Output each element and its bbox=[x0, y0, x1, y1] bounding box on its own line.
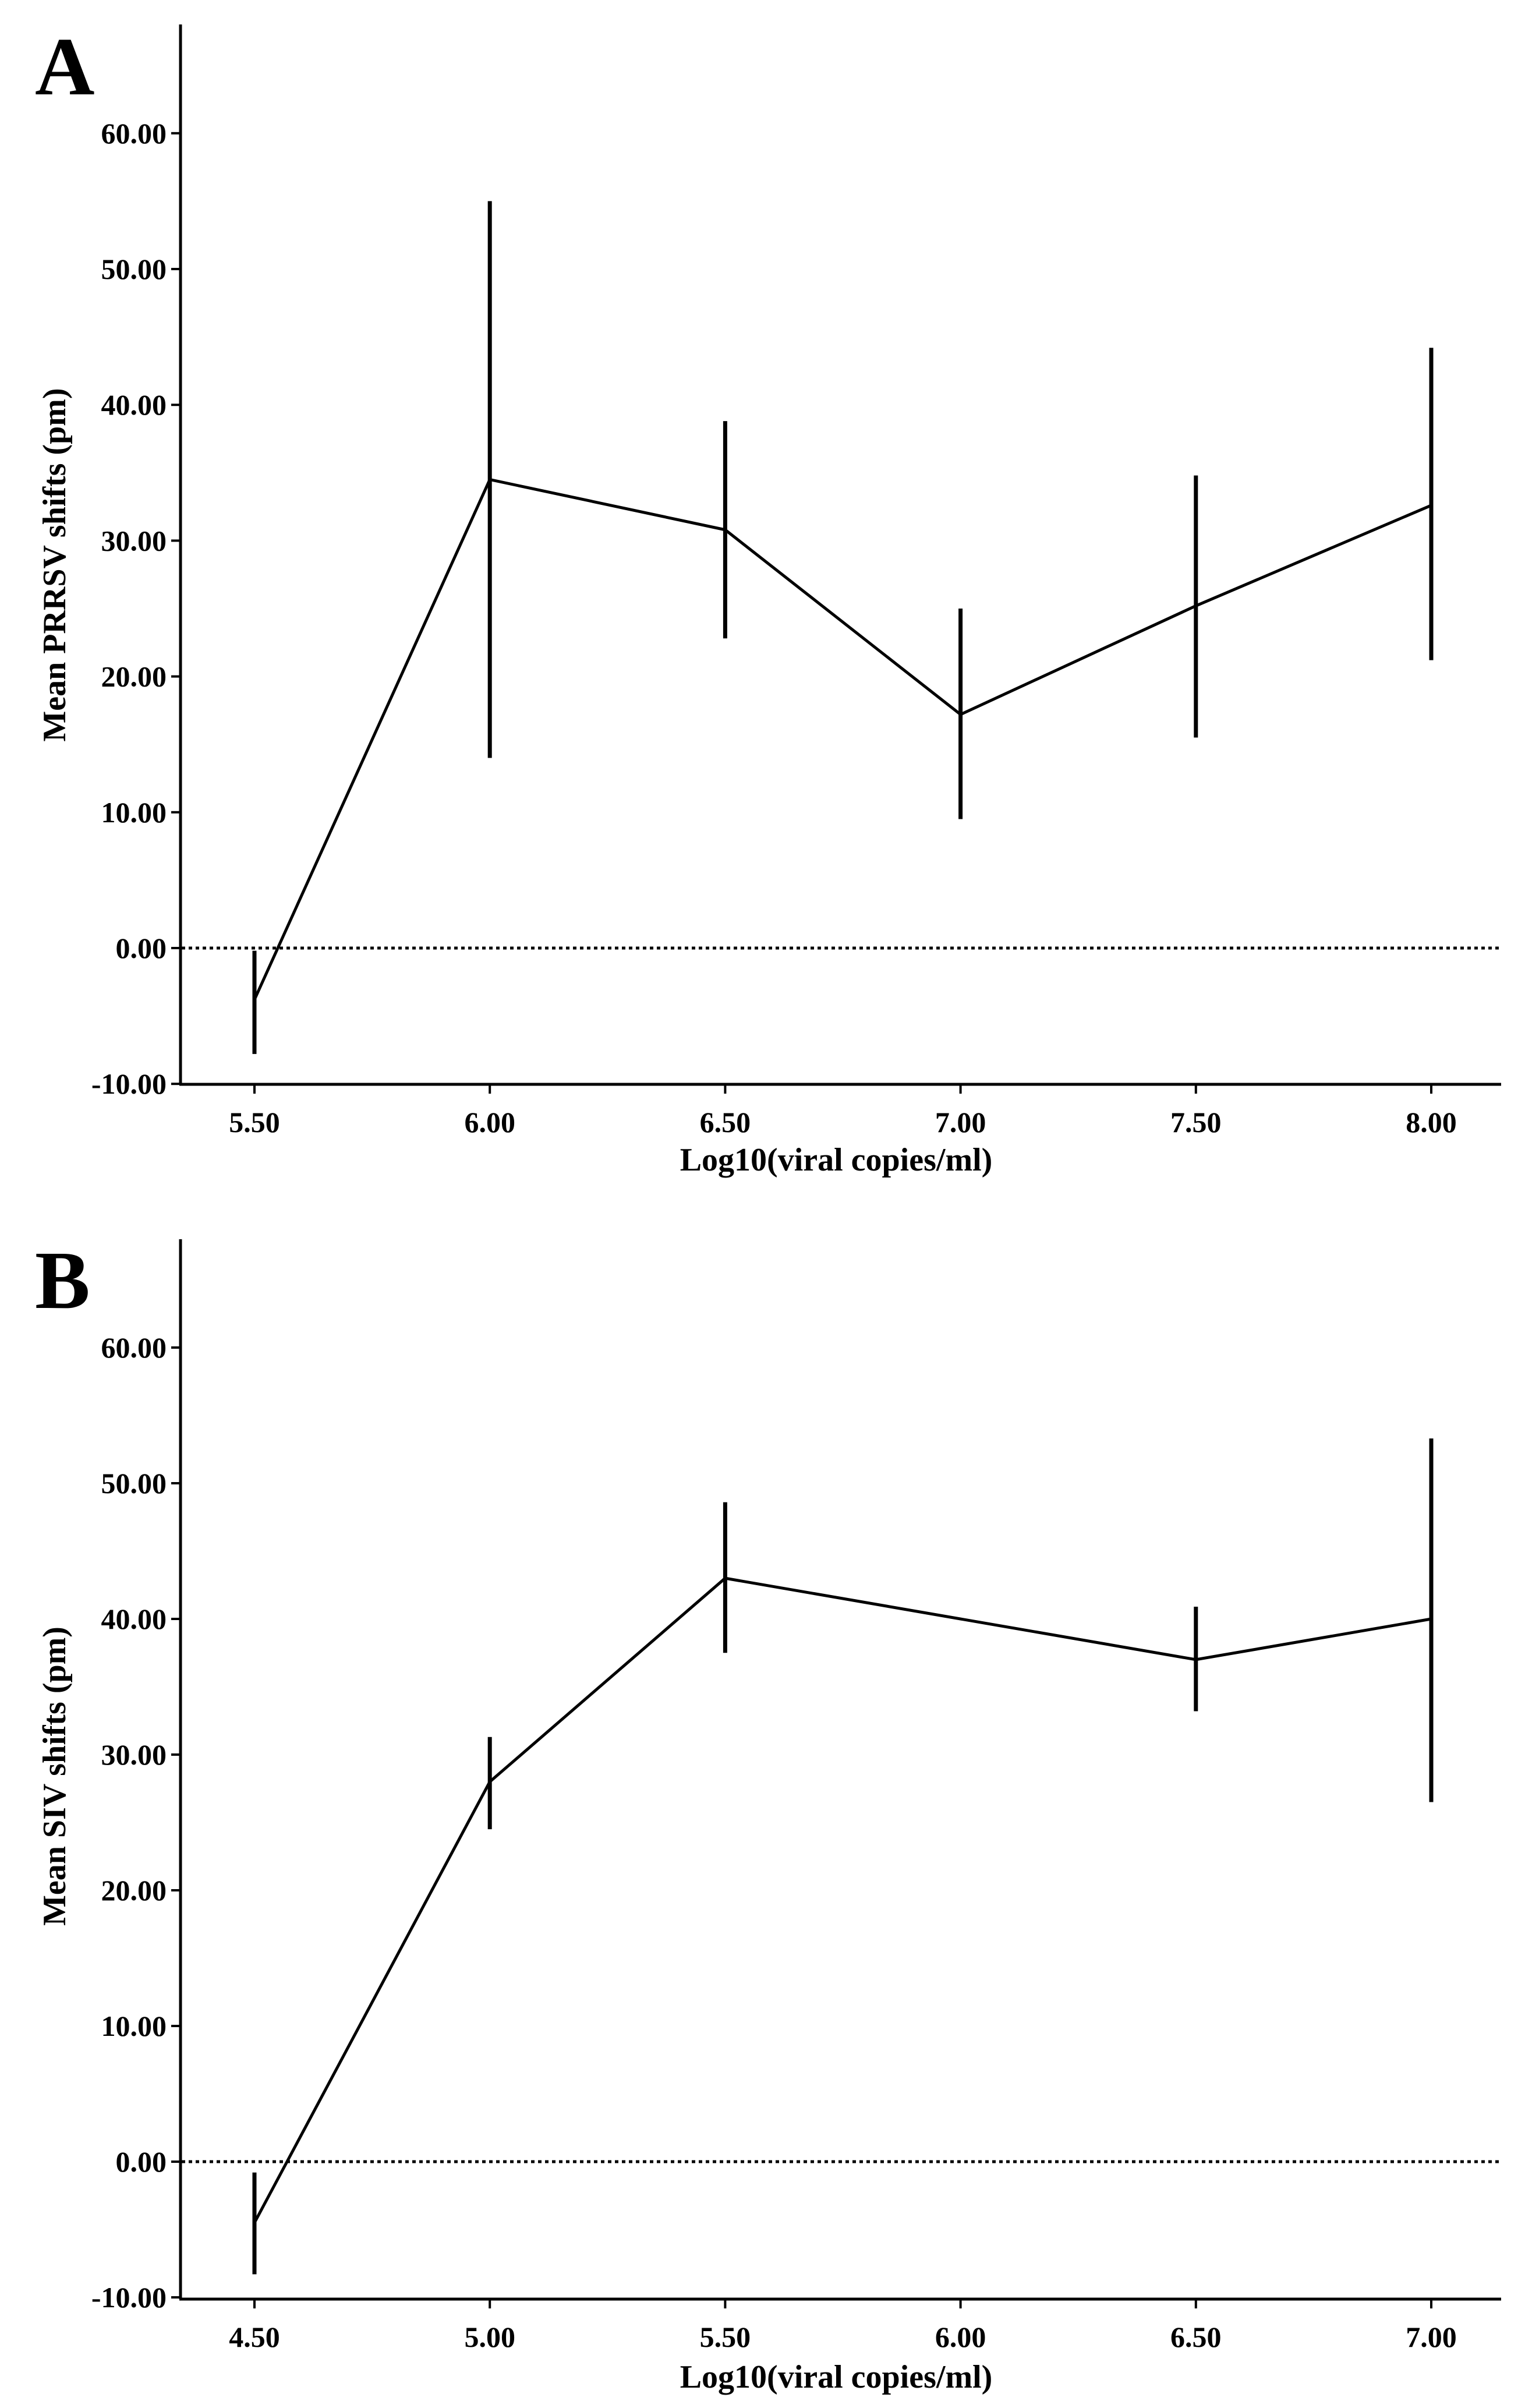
panel-a-x-tick-label: 5.50 bbox=[229, 1106, 280, 1138]
panel-b-y-tick-label: 40.00 bbox=[101, 1603, 167, 1635]
panel-a-y-tick-label: 0.00 bbox=[116, 932, 167, 964]
panel-b-x-tick-label: 6.00 bbox=[935, 2321, 986, 2353]
panel-a-y-tick-label: 50.00 bbox=[101, 253, 167, 285]
panel-a: A Mean PRRSV shifts (pm) Log10(viral cop… bbox=[35, 20, 1501, 1178]
panel-b-x-tick-label: 7.00 bbox=[1406, 2321, 1457, 2353]
panel-b-y-tick-label: 60.00 bbox=[101, 1331, 167, 1364]
panel-b: B Mean SIV shifts (pm) Log10(viral copie… bbox=[35, 1234, 1501, 2395]
panel-a-x-tick-label: 7.50 bbox=[1170, 1106, 1222, 1138]
panel-b-x-tick-label: 6.50 bbox=[1170, 2321, 1222, 2353]
panel-a-x-tick-label: 7.00 bbox=[935, 1106, 986, 1138]
panel-b-y-tick-label: 10.00 bbox=[101, 2010, 167, 2042]
panel-a-x-tick-label: 6.00 bbox=[464, 1106, 515, 1138]
panel-b-x-tick-label: 5.00 bbox=[464, 2321, 515, 2353]
panel-b-x-tick-label: 4.50 bbox=[229, 2321, 280, 2353]
panel-a-letter: A bbox=[35, 20, 95, 112]
panel-a-x-axis-title: Log10(viral copies/ml) bbox=[680, 1142, 993, 1178]
panel-b-y-tick-label: 0.00 bbox=[116, 2145, 167, 2178]
panel-b-x-axis-title: Log10(viral copies/ml) bbox=[680, 2359, 993, 2395]
panel-a-y-tick-label: 10.00 bbox=[101, 796, 167, 829]
panel-b-letter: B bbox=[35, 1234, 90, 1326]
panel-b-y-axis-title: Mean SIV shifts (pm) bbox=[37, 1626, 73, 1926]
panel-a-x-tick-label: 6.50 bbox=[700, 1106, 751, 1138]
panel-a-x-tick-label: 8.00 bbox=[1406, 1106, 1457, 1138]
panel-a-y-tick-label: 40.00 bbox=[101, 388, 167, 421]
panel-b-y-tick-label: -10.00 bbox=[91, 2281, 167, 2314]
panel-b-y-tick-label: 50.00 bbox=[101, 1467, 167, 1500]
panel-a-y-tick-label: 60.00 bbox=[101, 117, 167, 150]
panel-b-series-line bbox=[253, 1576, 1432, 2224]
panel-b-y-tick-label: 20.00 bbox=[101, 1874, 167, 1907]
panel-a-y-tick-label: -10.00 bbox=[91, 1067, 167, 1100]
panel-a-y-axis-title: Mean PRRSV shifts (pm) bbox=[37, 388, 73, 741]
panel-a-y-tick-label: 20.00 bbox=[101, 660, 167, 693]
panel-b-y-tick-label: 30.00 bbox=[101, 1738, 167, 1771]
panel-b-x-tick-label: 5.50 bbox=[700, 2321, 751, 2353]
panel-a-series-line bbox=[253, 478, 1432, 1000]
panel-a-y-tick-label: 30.00 bbox=[101, 524, 167, 557]
